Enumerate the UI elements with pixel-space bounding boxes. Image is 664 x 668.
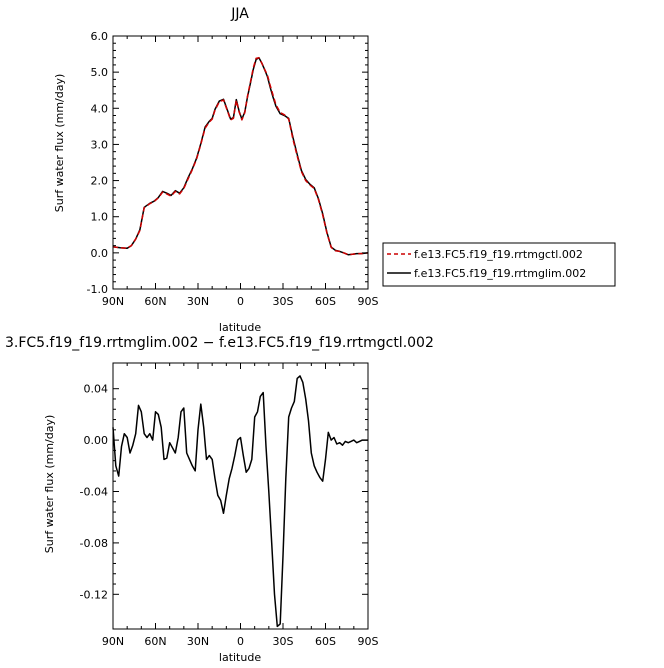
top-y-tick-label: 1.0: [91, 211, 109, 224]
top-y-tick-label: -1.0: [87, 283, 108, 296]
bottom-plot-frame: [112, 362, 369, 630]
top-ticks-layer: 90N 60N 30N 0 30S 60S 90S -1.0 0.0 1.0 2.0 3.0 4.0 5.…: [87, 30, 379, 308]
legend: f.e13.FC5.f19_f19.rrtmgctl.002 f.e13.FC5…: [382, 242, 616, 287]
legend-box: [382, 242, 616, 287]
legend-label-lim: f.e13.FC5.f19_f19.rrtmglim.002: [414, 267, 586, 280]
top-series-layer: [112, 56, 369, 256]
bottom-y-tick-label: 0.04: [84, 383, 109, 396]
bottom-y-tick-label: -0.12: [80, 588, 108, 601]
top-chart-panel: JJA 90N 60N 30N 0 30S 60S 90S -1.0 0.0 1.0 2.0 3.0 4…: [53, 6, 379, 334]
bottom-x-tick-label: 30S: [273, 635, 294, 648]
bottom-x-tick-label: 60S: [315, 635, 336, 648]
bottom-series-layer: [112, 375, 368, 628]
top-y-axis-label: Surf water flux (mm/day): [53, 74, 66, 213]
bottom-x-tick-label: 90S: [358, 635, 379, 648]
top-series-line-0: [112, 56, 369, 256]
bottom-x-tick-label: 0: [237, 635, 244, 648]
top-y-tick-label: 5.0: [91, 66, 109, 79]
top-plot-frame: [112, 35, 369, 290]
top-y-tick-label: 2.0: [91, 175, 109, 188]
top-chart-title: JJA: [230, 6, 249, 22]
bottom-x-axis-label: latitude: [219, 651, 261, 664]
bottom-y-axis-label: Surf water flux (mm/day): [43, 415, 56, 554]
top-x-tick-label: 30N: [187, 295, 209, 308]
top-series-line-1: [112, 56, 369, 256]
legend-label-ctl: f.e13.FC5.f19_f19.rrtmgctl.002: [414, 248, 583, 261]
top-x-axis-label: latitude: [219, 321, 261, 334]
top-y-tick-label: 0.0: [91, 247, 109, 260]
bottom-chart-title: 3.FC5.f19_f19.rrtmglim.002 − f.e13.FC5.f…: [5, 335, 434, 351]
bottom-y-tick-label: -0.08: [80, 537, 108, 550]
top-x-tick-label: 0: [237, 295, 244, 308]
top-x-tick-label: 90S: [358, 295, 379, 308]
bottom-x-tick-label: 30N: [187, 635, 209, 648]
top-y-tick-label: 4.0: [91, 102, 109, 115]
top-x-tick-label: 30S: [273, 295, 294, 308]
top-y-tick-label: 3.0: [91, 138, 109, 151]
bottom-y-tick-label: -0.04: [80, 486, 108, 499]
bottom-x-tick-label: 90N: [102, 635, 124, 648]
bottom-x-tick-label: 60N: [144, 635, 166, 648]
top-y-tick-label: 6.0: [91, 30, 109, 43]
bottom-ticks-layer: 90N 60N 30N 0 30S 60S 90S -0.12 -0.08 -0.04 0.00 0.…: [80, 363, 379, 648]
bottom-y-tick-label: 0.00: [84, 434, 109, 447]
bottom-series-line-0: [112, 375, 368, 628]
bottom-chart-panel: 3.FC5.f19_f19.rrtmglim.002 − f.e13.FC5.f…: [5, 335, 434, 664]
top-x-tick-label: 90N: [102, 295, 124, 308]
top-x-tick-label: 60N: [144, 295, 166, 308]
top-x-tick-label: 60S: [315, 295, 336, 308]
